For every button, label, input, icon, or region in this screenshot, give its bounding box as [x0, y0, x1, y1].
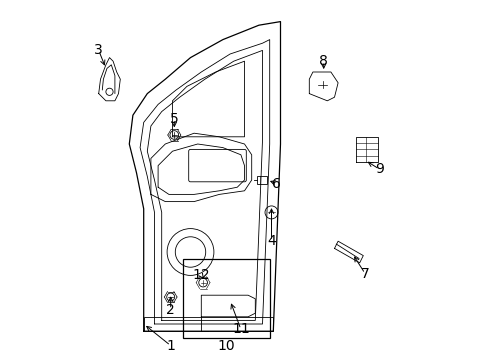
Text: 5: 5	[169, 112, 178, 126]
Text: 2: 2	[166, 303, 175, 316]
Bar	[257, 176, 266, 184]
Text: 12: 12	[192, 269, 210, 282]
Text: 1: 1	[166, 339, 175, 352]
Text: 4: 4	[266, 234, 275, 248]
Text: 8: 8	[319, 54, 327, 68]
Bar	[183, 259, 269, 338]
Bar	[143, 317, 273, 331]
Text: 10: 10	[217, 339, 235, 352]
Text: 6: 6	[272, 177, 281, 190]
Text: 11: 11	[231, 323, 249, 336]
Text: 7: 7	[360, 267, 369, 280]
Text: 3: 3	[94, 44, 103, 57]
Text: 9: 9	[374, 162, 383, 176]
